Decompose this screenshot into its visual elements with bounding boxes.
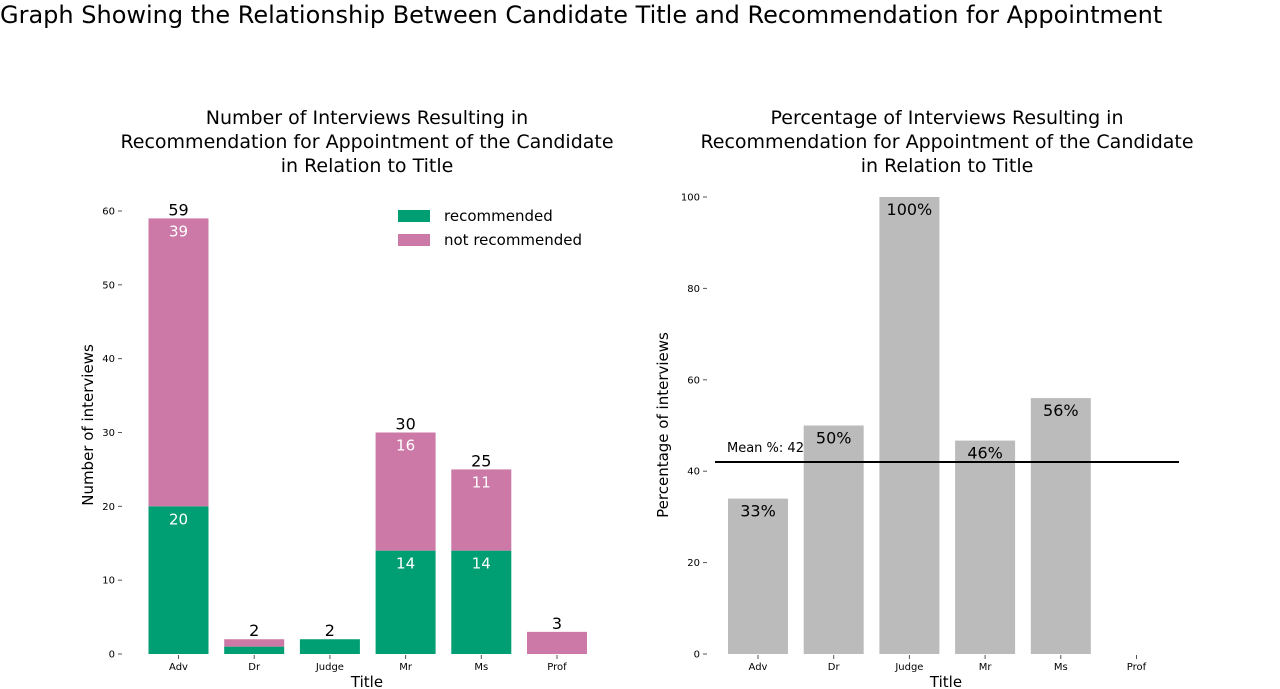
bar-value-label: 50% (816, 429, 852, 448)
chart-title-line: Number of Interviews Resulting in (206, 107, 528, 129)
bar-total-label: 30 (395, 415, 415, 434)
bar-percentage (803, 425, 864, 654)
bar-total-label: 3 (552, 614, 562, 633)
bar-value-label: 46% (967, 444, 1003, 463)
x-tick-label: Ms (1054, 662, 1068, 673)
legend-swatch (398, 234, 430, 246)
x-tick-label: Judge (894, 662, 923, 673)
chart-title-line: Recommendation for Appointment of the Ca… (700, 131, 1193, 153)
bar-label-not-recommended: 39 (169, 222, 188, 240)
bar-recommended (375, 550, 436, 654)
x-tick-label: Judge (315, 662, 344, 673)
bar-recommended (299, 639, 360, 654)
bar-label-recommended: 20 (169, 510, 188, 528)
x-axis-label: Title (350, 673, 383, 689)
bar-total-label: 2 (249, 621, 259, 640)
x-tick-label: Mr (399, 662, 413, 673)
y-tick-label: 80 (687, 284, 700, 295)
x-tick-label: Prof (547, 662, 567, 673)
y-axis-label: Percentage of interviews (654, 332, 672, 518)
bar-recommended (224, 646, 285, 654)
mean-label: Mean %: 42 (727, 441, 804, 456)
y-tick-label: 100 (681, 193, 700, 204)
bar-label-not-recommended: 11 (472, 473, 491, 491)
bar-label-not-recommended: 16 (396, 437, 415, 455)
y-tick-label: 0 (694, 650, 700, 661)
bar-label-recommended: 14 (472, 555, 491, 573)
chart-title-line: Recommendation for Appointment of the Ca… (120, 131, 613, 153)
bar-value-label: 56% (1043, 401, 1079, 420)
bar-label-recommended: 14 (396, 555, 415, 573)
bar-percentage (955, 440, 1016, 654)
bar-not-recommended (148, 218, 209, 507)
x-axis-label: Title (929, 673, 962, 689)
x-tick-label: Prof (1127, 662, 1147, 673)
legend-label: recommended (444, 207, 553, 225)
y-tick-label: 60 (687, 375, 700, 386)
bar-percentage (728, 498, 788, 654)
y-tick-label: 50 (102, 280, 115, 291)
y-tick-label: 0 (109, 650, 115, 661)
bar-not-recommended (224, 639, 285, 647)
bar-total-label: 2 (325, 621, 335, 640)
y-tick-label: 20 (102, 502, 115, 513)
bar-not-recommended (375, 432, 436, 551)
legend-swatch (398, 210, 430, 222)
bar-total-label: 25 (471, 451, 491, 470)
chart-title-line: in Relation to Title (281, 155, 454, 177)
bar-not-recommended (451, 469, 512, 551)
right-chart-percentage: Percentage of Interviews Resulting inRec… (654, 107, 1194, 689)
bar-percentage (1030, 398, 1091, 654)
x-tick-label: Dr (248, 662, 261, 673)
figure-title: Graph Showing the Relationship Between C… (0, 1, 1163, 29)
bar-total-label: 59 (168, 200, 188, 219)
x-tick-label: Adv (749, 662, 768, 673)
y-tick-label: 20 (687, 558, 700, 569)
chart-title-line: Percentage of Interviews Resulting in (770, 107, 1123, 129)
bar-percentage (879, 197, 940, 654)
x-tick-label: Mr (979, 662, 993, 673)
y-axis-label: Number of interviews (79, 344, 97, 506)
chart-title-line: in Relation to Title (861, 155, 1034, 177)
y-tick-label: 40 (687, 467, 700, 478)
bar-value-label: 33% (740, 502, 776, 521)
bar-not-recommended (527, 631, 587, 654)
y-tick-label: 60 (102, 207, 115, 218)
bar-recommended (451, 550, 512, 654)
y-tick-label: 30 (102, 428, 115, 439)
legend-label: not recommended (444, 231, 582, 249)
left-chart-count: Number of Interviews Resulting inRecomme… (79, 107, 614, 689)
y-tick-label: 40 (102, 354, 115, 365)
x-tick-label: Adv (169, 662, 188, 673)
bar-recommended (148, 506, 209, 654)
x-tick-label: Ms (474, 662, 488, 673)
y-tick-label: 10 (102, 576, 115, 587)
x-tick-label: Dr (828, 662, 841, 673)
bar-value-label: 100% (887, 200, 933, 219)
